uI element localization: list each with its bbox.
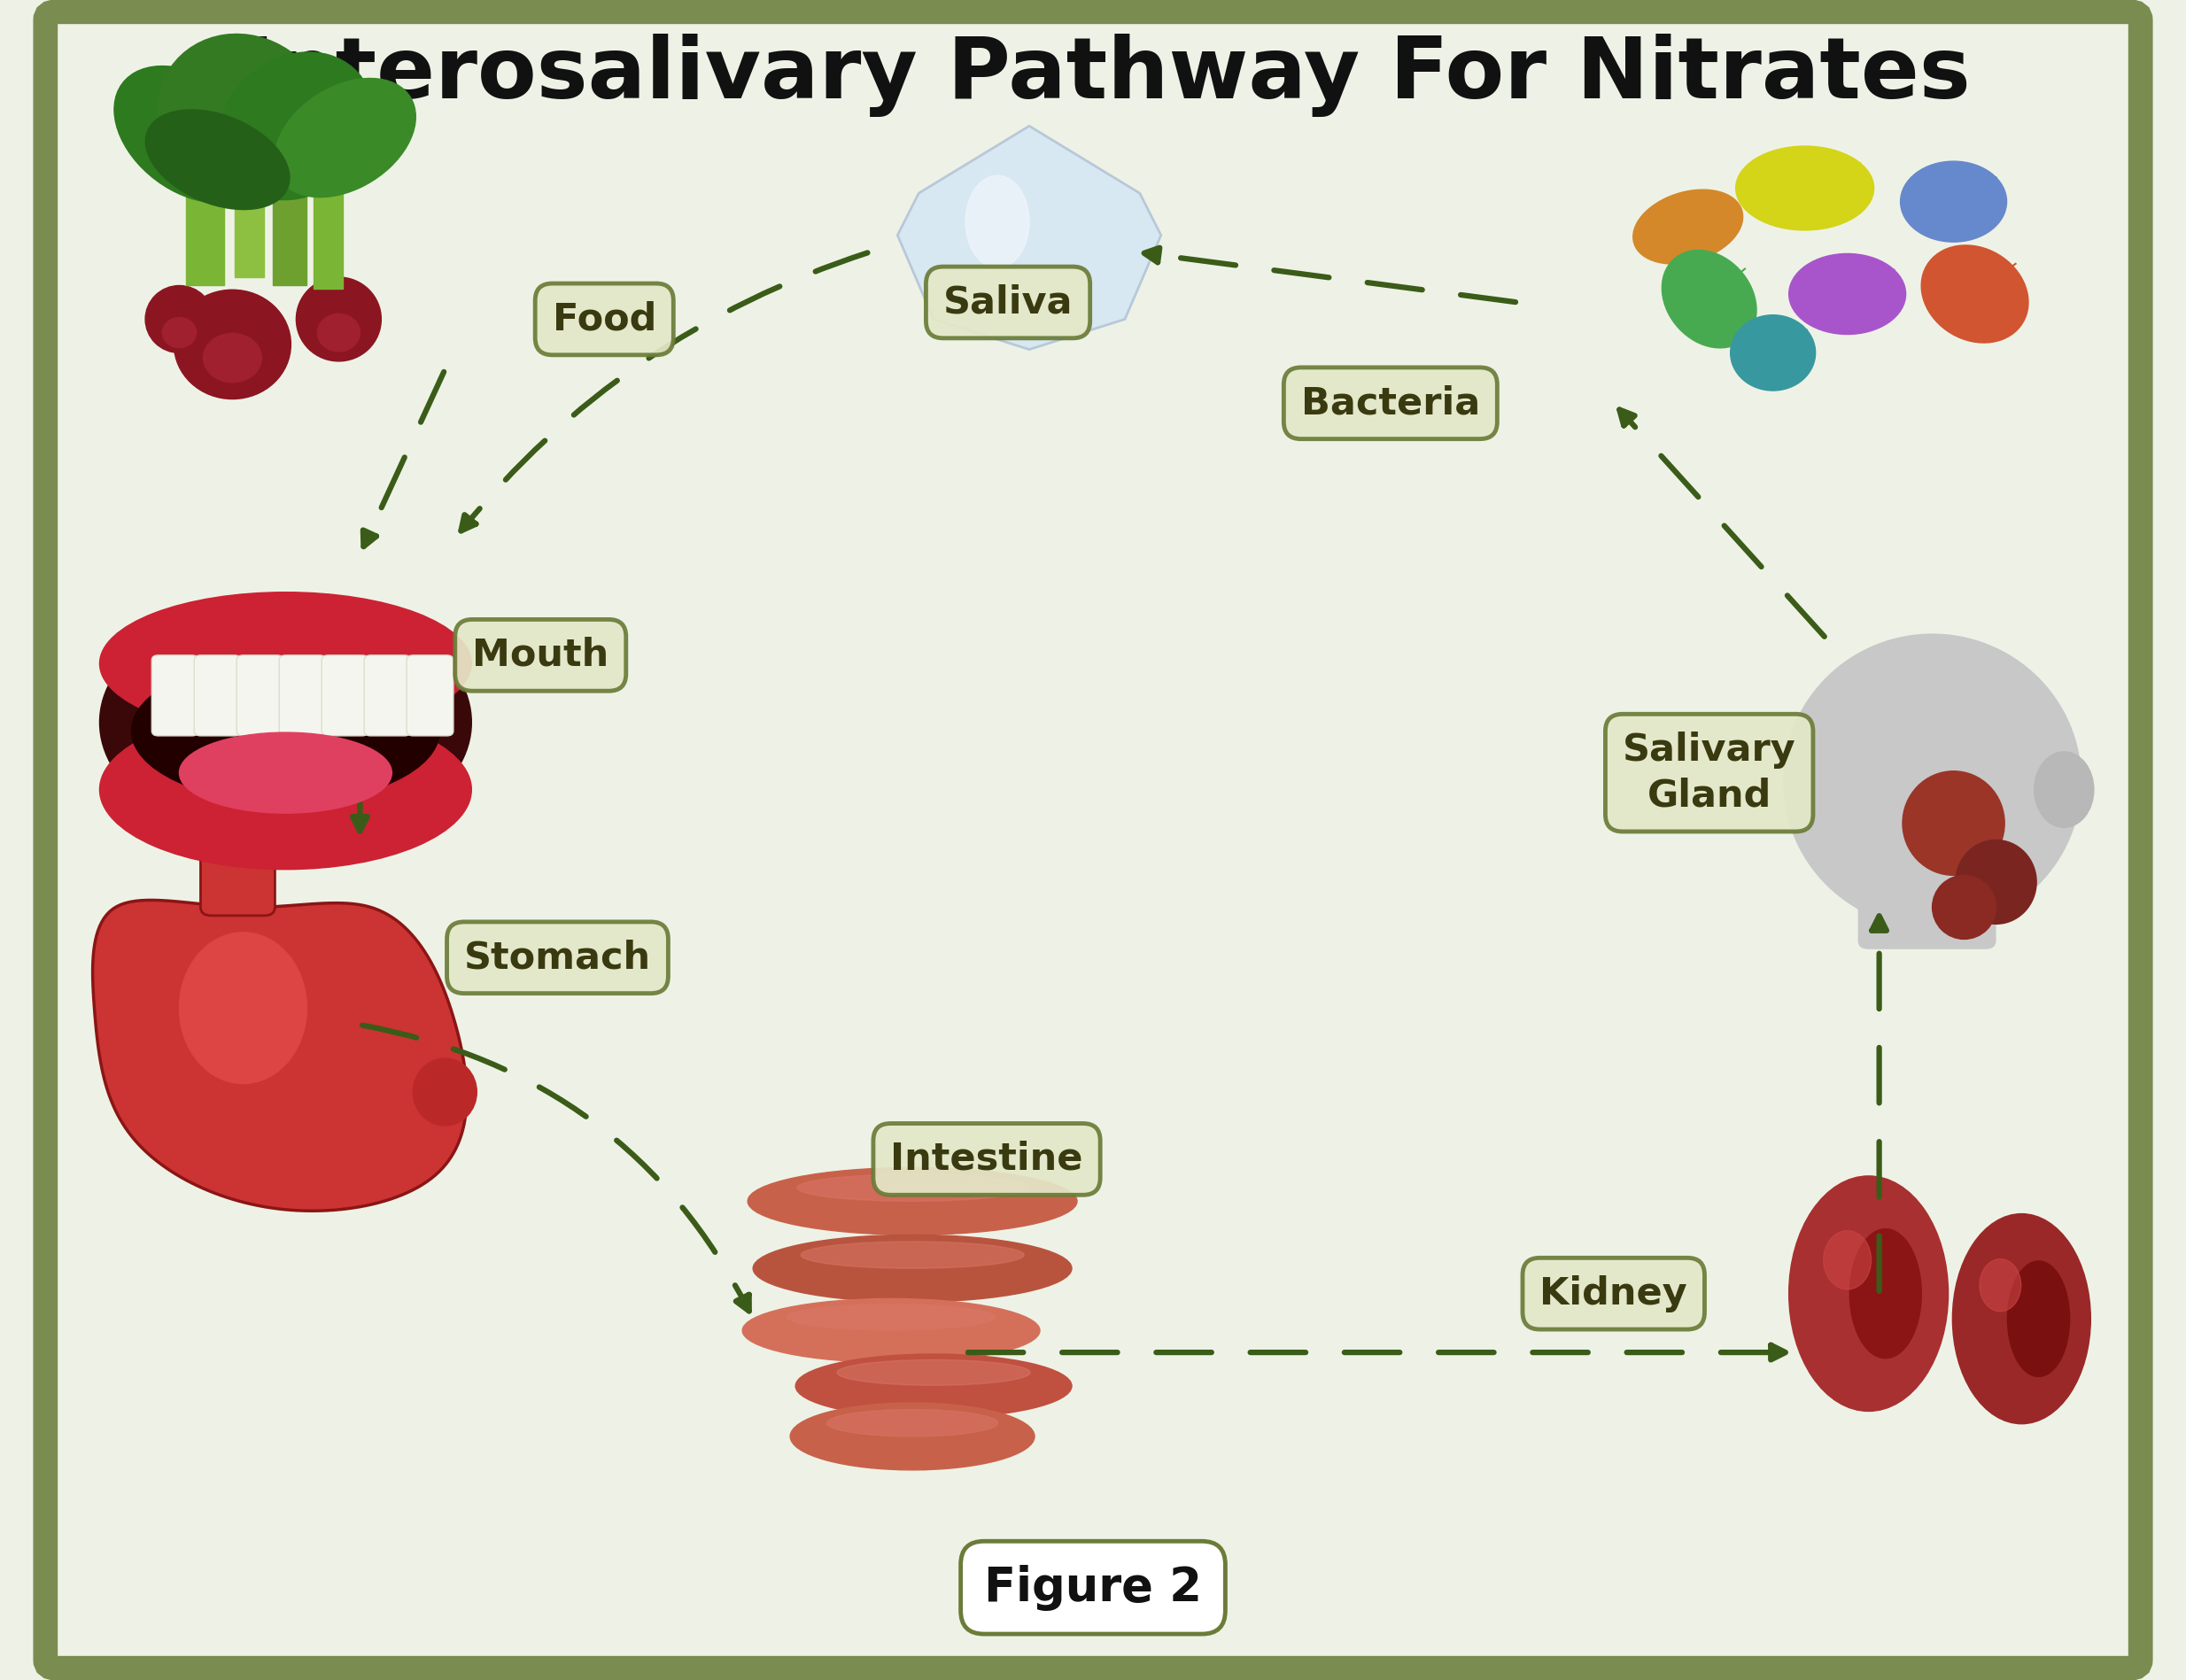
FancyBboxPatch shape [321, 655, 369, 736]
Text: Saliva: Saliva [942, 284, 1073, 321]
FancyBboxPatch shape [407, 655, 453, 736]
Text: Stomach: Stomach [463, 939, 651, 976]
Bar [234, 126, 265, 277]
Bar [313, 155, 343, 289]
Text: Enterosalivary Pathway For Nitrates: Enterosalivary Pathway For Nitrates [216, 34, 1970, 118]
FancyBboxPatch shape [280, 655, 326, 736]
Text: Figure 2: Figure 2 [984, 1564, 1202, 1611]
Ellipse shape [752, 1235, 1071, 1302]
Ellipse shape [1661, 250, 1758, 348]
Ellipse shape [1956, 840, 2037, 924]
Ellipse shape [789, 1403, 1034, 1470]
Ellipse shape [101, 709, 472, 870]
Text: Salivary
Gland: Salivary Gland [1622, 731, 1797, 815]
Ellipse shape [1633, 190, 1742, 264]
Ellipse shape [787, 1304, 995, 1331]
Ellipse shape [146, 109, 289, 210]
Ellipse shape [1981, 1258, 2022, 1312]
Ellipse shape [743, 1299, 1041, 1362]
Ellipse shape [179, 732, 391, 813]
Ellipse shape [1823, 1230, 1871, 1290]
Ellipse shape [1921, 245, 2029, 343]
Ellipse shape [1788, 254, 1906, 334]
Ellipse shape [796, 1354, 1071, 1418]
Ellipse shape [1932, 875, 1996, 939]
Ellipse shape [1900, 161, 2007, 242]
Ellipse shape [219, 52, 374, 200]
Ellipse shape [157, 34, 328, 202]
Text: Bacteria: Bacteria [1301, 385, 1480, 422]
Ellipse shape [2035, 753, 2094, 827]
Ellipse shape [162, 318, 197, 348]
FancyBboxPatch shape [1858, 840, 1996, 949]
Ellipse shape [275, 79, 415, 197]
Ellipse shape [1902, 771, 2005, 875]
FancyBboxPatch shape [201, 781, 275, 916]
Polygon shape [92, 900, 468, 1211]
Ellipse shape [101, 600, 472, 845]
Ellipse shape [748, 1168, 1078, 1235]
Ellipse shape [837, 1359, 1030, 1386]
Ellipse shape [966, 175, 1030, 267]
Ellipse shape [295, 277, 380, 361]
Ellipse shape [179, 932, 306, 1084]
Ellipse shape [317, 314, 361, 351]
Ellipse shape [101, 593, 472, 736]
Text: Mouth: Mouth [472, 637, 610, 674]
Ellipse shape [1731, 316, 1814, 390]
Ellipse shape [131, 660, 439, 803]
FancyBboxPatch shape [236, 655, 284, 736]
Ellipse shape [175, 289, 291, 398]
Ellipse shape [826, 1410, 999, 1436]
Text: Intestine: Intestine [890, 1141, 1082, 1178]
Ellipse shape [800, 1242, 1023, 1268]
Polygon shape [898, 126, 1161, 349]
Ellipse shape [798, 1174, 1027, 1201]
Ellipse shape [144, 286, 214, 353]
Ellipse shape [2007, 1262, 2070, 1376]
Bar [273, 143, 306, 286]
Ellipse shape [114, 66, 267, 203]
Ellipse shape [1784, 633, 2081, 929]
Ellipse shape [203, 333, 262, 383]
FancyBboxPatch shape [365, 655, 411, 736]
Bar [186, 126, 223, 286]
Ellipse shape [1952, 1213, 2090, 1423]
Ellipse shape [413, 1058, 477, 1126]
Text: Kidney: Kidney [1539, 1275, 1688, 1312]
FancyBboxPatch shape [151, 655, 199, 736]
FancyBboxPatch shape [195, 655, 240, 736]
Text: Food: Food [553, 301, 656, 338]
Ellipse shape [1736, 146, 1873, 230]
Ellipse shape [1849, 1230, 1921, 1357]
Ellipse shape [1788, 1176, 1948, 1411]
